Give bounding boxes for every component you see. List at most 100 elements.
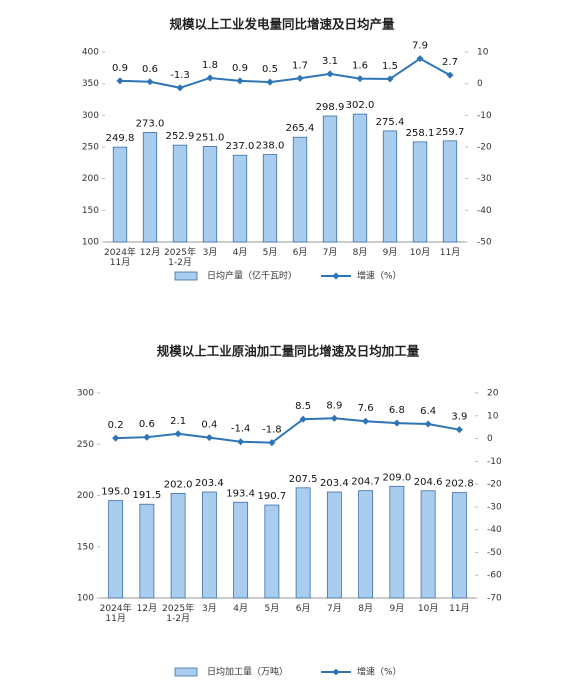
x-tick-label: 4月 [233,603,248,614]
bar-value-label: 275.4 [376,117,405,128]
chart-title: 规模以上工业原油加工量同比增速及日均加工量 [157,344,420,359]
x-tick-label: 7月 [323,247,338,258]
bar-value-label: 259.7 [436,127,465,138]
legend-label: 日均加工量（万吨） [207,666,288,678]
line-marker [416,55,424,63]
bar-value-label: 195.0 [101,487,130,498]
y2-tick-label: 10 [487,411,499,421]
y2-tick-label: -50 [487,548,502,558]
line [115,417,460,444]
y-tick-label: 200 [77,491,94,501]
legend-label: 日均产量（亿千瓦时） [207,270,297,282]
bar [264,504,280,599]
bar [326,491,342,599]
line-marker [326,70,334,78]
line-value-label: 8.9 [326,400,342,411]
legend-marker [332,272,340,280]
y2-tick-label: 0 [487,434,493,444]
bar-value-label: 204.6 [414,477,443,488]
bar [451,492,467,599]
bar-value-label: 207.5 [289,474,318,485]
y-tick-label: 150 [82,206,99,216]
line-marker [268,439,276,447]
x-tick-label: 2024年 11月 [104,246,136,268]
x-tick-label: 2024年 11月 [100,602,132,624]
chart-title: 规模以上工业发电量同比增速及日均产量 [169,17,395,32]
line-marker [362,417,370,425]
bar [389,485,405,599]
line-value-label: 1.5 [382,61,398,72]
bar-value-label: 249.8 [106,133,135,144]
bar [202,145,218,243]
line-marker [143,433,151,441]
y2-tick-label: -10 [487,457,502,467]
x-tick-label: 4月 [233,247,248,258]
bar-value-label: 190.7 [258,491,287,502]
line-value-label: 7.9 [412,41,428,52]
bar-value-label: 298.9 [316,102,345,113]
bar-value-label: 191.5 [133,490,162,501]
x-tick-label: 7月 [327,603,342,614]
line-marker [356,75,364,83]
y-tick-label: 250 [82,143,99,153]
bar-value-label: 238.0 [256,141,285,152]
line-value-label: 0.5 [262,64,278,75]
line-marker [174,430,182,438]
x-tick-label: 11月 [449,603,469,614]
bar-value-label: 209.0 [383,472,412,483]
line-marker [176,84,184,92]
y2-tick-label: -70 [487,594,502,604]
line-marker [206,74,214,82]
line-value-label: 1.8 [202,60,218,71]
bar-value-label: 252.9 [166,131,195,142]
x-tick-label: 12月 [140,247,160,258]
line-value-label: -1.8 [262,425,282,436]
bar [142,132,158,243]
bar-value-label: 258.1 [406,128,435,139]
line-value-label: 3.1 [322,56,338,67]
bar-value-label: 265.4 [286,123,315,134]
x-tick-label: 9月 [383,247,398,258]
x-tick-label: 8月 [353,247,368,258]
bar [201,491,217,599]
y-tick-label: 100 [82,238,99,248]
y-tick-label: 250 [77,440,94,450]
line-value-label: 0.9 [232,63,248,74]
bar [112,146,128,243]
line-value-label: 7.6 [358,403,374,414]
line-marker [266,78,274,86]
bar-value-label: 302.0 [346,100,375,111]
y2-tick-label: -30 [487,502,502,512]
y2-tick-label: -10 [477,111,492,121]
line-marker [116,77,124,85]
line-value-label: 0.2 [108,420,124,431]
x-tick-label: 6月 [296,603,311,614]
legend-label: 增速（%） [357,666,402,678]
bar [358,490,374,599]
line-value-label: 0.6 [142,64,158,75]
y2-tick-label: -20 [477,143,492,153]
x-tick-label: 10月 [418,603,438,614]
y-tick-label: 350 [82,79,99,89]
x-tick-label: 6月 [293,247,308,258]
bar [292,136,308,243]
line-value-label: -1.4 [231,424,251,435]
y-tick-label: 300 [82,111,99,121]
bar [442,140,458,243]
bar-value-label: 202.8 [445,479,474,490]
bar-value-label: 203.4 [195,478,224,489]
line-marker [446,71,454,79]
y-tick-label: 200 [82,174,99,184]
bar [322,115,338,243]
x-tick-label: 10月 [410,247,430,258]
bar [170,493,186,599]
line [119,57,451,89]
bar [382,130,398,243]
line-value-label: 8.5 [295,401,311,412]
y2-tick-label: -30 [477,174,492,184]
line-value-label: 3.9 [451,412,467,423]
y-tick-label: 400 [82,48,99,58]
bar [420,490,436,599]
y2-tick-label: -60 [487,571,502,581]
x-tick-label: 5月 [263,247,278,258]
